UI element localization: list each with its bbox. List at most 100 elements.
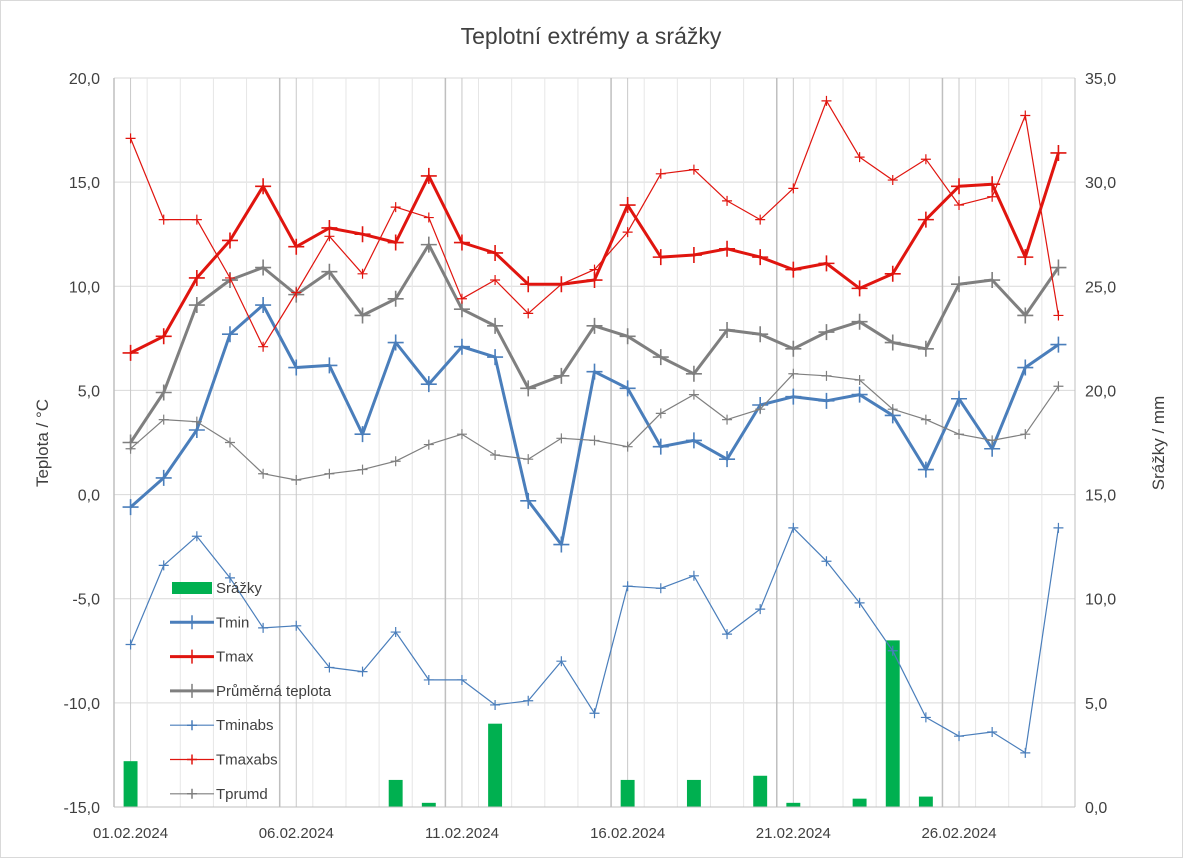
data-point-marker — [188, 269, 205, 286]
data-point-marker — [221, 326, 238, 343]
data-point-marker — [387, 290, 404, 307]
data-point-marker — [354, 426, 371, 443]
data-point-marker — [619, 328, 636, 345]
legend-swatch-marker — [185, 649, 199, 664]
axes: -15,0 -10,0 -5,0 0,0 5,0 10,0 15,0 20,0 0,0 5,0 10… — [64, 71, 1117, 842]
data-point-marker — [589, 708, 600, 719]
data-point-marker — [685, 365, 702, 382]
data-point-marker — [622, 441, 633, 452]
data-point-marker — [722, 414, 733, 425]
data-point-marker — [487, 317, 504, 334]
data-point-marker — [158, 560, 169, 571]
data-point-marker — [553, 367, 570, 384]
data-point-marker — [191, 531, 202, 542]
data-point-marker — [652, 249, 669, 266]
data-point-marker — [456, 293, 467, 304]
data-point-marker — [125, 443, 136, 454]
data-point-marker — [191, 416, 202, 427]
data-point-marker — [556, 433, 567, 444]
data-point-marker — [752, 249, 769, 266]
data-point-marker — [854, 152, 865, 163]
y-left-tick-label: -15,0 — [64, 800, 101, 817]
data-point-marker — [722, 195, 733, 206]
data-point-marker — [387, 234, 404, 251]
precip-bar — [421, 802, 436, 807]
data-point-marker — [755, 404, 766, 415]
data-point-marker — [224, 437, 235, 448]
data-point-marker — [520, 276, 537, 293]
x-tick-label: 26.02.2024 — [921, 825, 996, 842]
data-point-marker — [490, 449, 501, 460]
data-point-marker — [951, 178, 968, 195]
data-point-marker — [719, 451, 736, 468]
data-point-marker — [785, 261, 802, 278]
data-point-marker — [920, 154, 931, 165]
data-point-marker — [951, 276, 968, 293]
legend-swatch-marker — [185, 683, 199, 698]
data-point-marker — [917, 340, 934, 357]
data-point-marker — [291, 620, 302, 631]
data-point-marker — [818, 324, 835, 341]
data-point-marker — [255, 297, 272, 314]
data-point-marker — [155, 328, 172, 345]
precip-bar — [753, 775, 768, 807]
y-right-tick-label: 35,0 — [1085, 71, 1116, 88]
data-point-marker — [321, 357, 338, 374]
data-point-marker — [324, 231, 335, 242]
data-point-marker — [357, 268, 368, 279]
data-point-marker — [954, 200, 965, 211]
data-point-marker — [619, 197, 636, 214]
legend: Srážky Tmin Tmax Průměrná teplota Tminabs Tma… — [170, 580, 332, 803]
precip-bar — [123, 761, 138, 807]
data-point-marker — [420, 376, 437, 393]
data-point-marker — [685, 432, 702, 449]
precip-bar — [918, 796, 933, 807]
data-point-marker — [456, 674, 467, 685]
y-axis-left-label: Teplota / °C — [33, 399, 52, 487]
data-point-marker — [520, 380, 537, 397]
legend-label: Tmax — [216, 649, 254, 666]
data-point-marker — [884, 265, 901, 282]
precip-bar — [885, 640, 900, 807]
data-point-marker — [1050, 336, 1067, 353]
data-point-marker — [487, 349, 504, 366]
data-point-marker — [586, 363, 603, 380]
legend-label: Srážky — [216, 580, 262, 597]
data-point-marker — [1020, 429, 1031, 440]
data-point-marker — [456, 429, 467, 440]
data-point-marker — [321, 263, 338, 280]
y-axis-right-label: Srážky / mm — [1149, 396, 1168, 490]
data-point-marker — [887, 404, 898, 415]
data-point-marker — [788, 368, 799, 379]
data-point-marker — [987, 191, 998, 202]
data-point-marker — [788, 522, 799, 533]
precip-bar — [620, 779, 635, 807]
data-point-marker — [655, 168, 666, 179]
data-point-marker — [1020, 747, 1031, 758]
data-point-marker — [589, 264, 600, 275]
data-point-marker — [487, 244, 504, 261]
data-point-marker — [1053, 381, 1064, 392]
data-point-marker — [224, 572, 235, 583]
y-left-tick-label: 15,0 — [69, 175, 100, 192]
data-point-marker — [188, 297, 205, 314]
data-point-marker — [1020, 110, 1031, 121]
precip-bar — [388, 779, 403, 807]
data-point-marker — [722, 629, 733, 640]
data-point-marker — [688, 164, 699, 175]
data-point-marker — [655, 408, 666, 419]
data-point-marker — [854, 597, 865, 608]
data-point-marker — [453, 338, 470, 355]
data-point-marker — [1017, 307, 1034, 324]
data-point-marker — [291, 287, 302, 298]
data-point-marker — [851, 280, 868, 297]
data-point-marker — [357, 464, 368, 475]
y-right-tick-label: 10,0 — [1085, 592, 1116, 609]
x-tick-label: 01.02.2024 — [93, 825, 168, 842]
data-point-marker — [719, 322, 736, 339]
data-point-marker — [622, 581, 633, 592]
x-tick-label: 06.02.2024 — [259, 825, 334, 842]
chart-title: Teplotní extrémy a srážky — [461, 23, 722, 49]
data-point-marker — [490, 699, 501, 710]
data-point-marker — [354, 307, 371, 324]
